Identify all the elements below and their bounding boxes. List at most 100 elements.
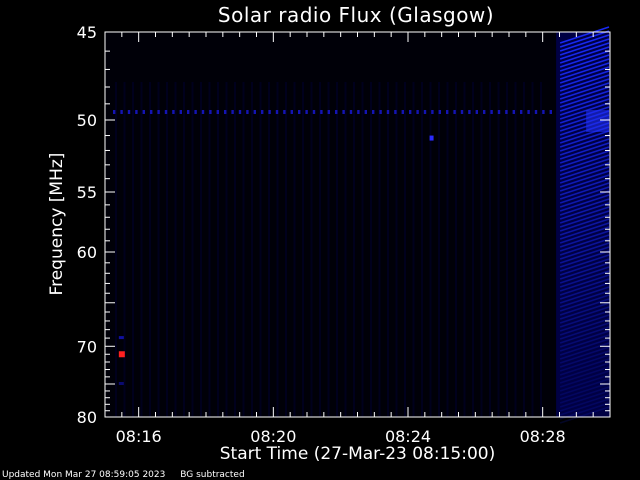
interference-mark [194, 110, 197, 114]
interference-mark [446, 110, 449, 114]
x-axis-label: Start Time (27-Mar-23 08:15:00) [219, 444, 496, 464]
background-striation [183, 82, 185, 417]
emission-streak [559, 250, 610, 268]
interference-mark [342, 110, 345, 114]
interference-mark [224, 110, 227, 114]
emission-streak [559, 226, 610, 244]
interference-mark [527, 110, 530, 114]
background-striation [208, 82, 211, 417]
background-striation [200, 82, 202, 417]
background-striation [310, 82, 313, 417]
emission-streak [559, 270, 610, 288]
emission-streak [559, 66, 610, 84]
plot-background [105, 32, 610, 417]
interference-mark [349, 110, 353, 114]
emission-streak [559, 154, 610, 172]
background-striation [489, 82, 491, 417]
emission-streak [559, 74, 610, 92]
background-striation [463, 82, 466, 417]
emission-streak [559, 90, 610, 108]
emission-streak [559, 234, 610, 252]
emission-streak [559, 334, 610, 352]
emission-streak [559, 166, 610, 184]
blue-speck [118, 336, 124, 340]
interference-mark [453, 110, 456, 114]
interference-mark [142, 110, 145, 114]
plot-area [105, 26, 610, 424]
emission-streak [559, 322, 610, 340]
emission-streak [559, 262, 610, 280]
emission-streak [559, 206, 610, 224]
background-striation [149, 82, 151, 417]
emission-streak [559, 238, 610, 256]
emission-streak [559, 82, 610, 100]
interference-mark [268, 110, 271, 114]
background-striation [251, 82, 253, 417]
background-striation [132, 82, 134, 417]
y-tick-label: 50 [77, 111, 97, 130]
background-striation [540, 82, 542, 417]
interference-mark [431, 110, 434, 114]
emission-streak [559, 26, 610, 44]
interference-mark [483, 110, 486, 114]
interference-mark [209, 110, 212, 114]
background-striation [370, 82, 372, 417]
emission-streak [559, 146, 610, 164]
interference-mark [157, 110, 160, 114]
interference-mark [290, 110, 293, 114]
footer: Updated Mon Mar 27 08:59:05 2023 BG subt… [2, 470, 257, 480]
emission-streak [559, 406, 610, 424]
emission-streak [559, 374, 610, 392]
background-striation [123, 82, 126, 417]
interference-mark [238, 110, 242, 114]
background-striation [421, 82, 423, 417]
interference-mark [534, 110, 538, 114]
interference-mark [113, 110, 116, 114]
interference-mark [394, 110, 397, 114]
emission-streak [559, 158, 610, 176]
background-striation [412, 82, 415, 417]
y-tick-label: 70 [77, 337, 97, 356]
red-spot [118, 351, 125, 358]
emission-streak [559, 30, 610, 48]
interference-mark [127, 110, 131, 114]
background-striation [242, 82, 245, 417]
y-tick-label: 55 [77, 183, 97, 202]
interference-mark [386, 110, 390, 114]
interference-mark [357, 110, 360, 114]
background-striation [506, 82, 508, 417]
updated-timestamp: Updated Mon Mar 27 08:59:05 2023 [2, 470, 166, 480]
emission-streak [559, 342, 610, 360]
interference-mark [468, 110, 471, 114]
blue-spot [429, 135, 434, 141]
interference-mark [179, 110, 182, 114]
background-striation [157, 82, 160, 417]
emission-streak [559, 354, 610, 372]
interference-mark [327, 110, 330, 114]
background-striation [395, 82, 398, 417]
emission-streak [559, 382, 610, 400]
emission-streak [559, 34, 610, 52]
background-striation [302, 82, 304, 417]
background-striation [327, 82, 330, 417]
emission-streak [559, 294, 610, 312]
background-striation [225, 82, 228, 417]
emission-streak [559, 378, 610, 396]
interference-mark [216, 110, 219, 114]
interference-mark [364, 110, 367, 114]
emission-streak [559, 106, 610, 124]
emission-streak [559, 170, 610, 188]
interference-mark [120, 110, 123, 114]
interference-mark [460, 110, 464, 114]
emission-streak [559, 178, 610, 196]
emission-streak [559, 330, 610, 348]
interference-mark [549, 110, 552, 114]
interference-mark [275, 110, 279, 114]
emission-streak [559, 210, 610, 228]
emission-streak [559, 318, 610, 336]
emission-streak [559, 258, 610, 276]
background-striation [285, 82, 287, 417]
emission-streak [559, 94, 610, 112]
background-striation [166, 82, 168, 417]
